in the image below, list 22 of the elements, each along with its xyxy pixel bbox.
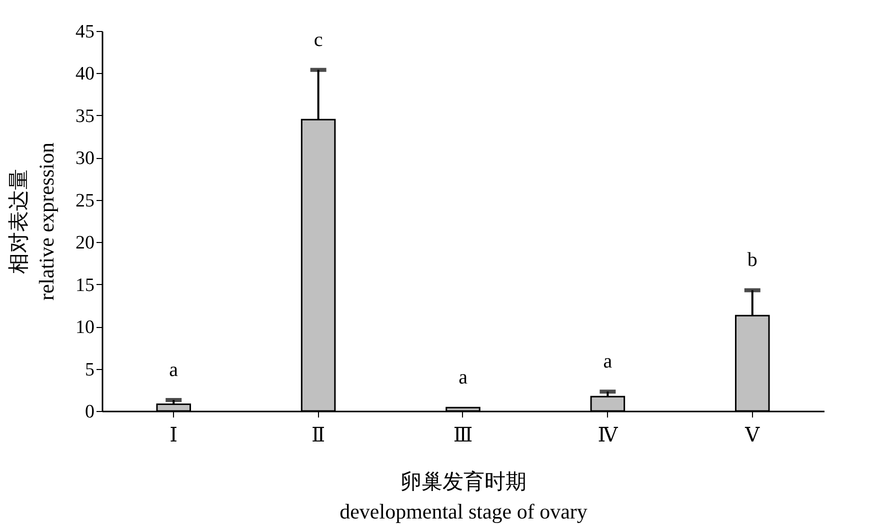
y-tick-label: 15 [76,274,94,296]
y-tick-label: 30 [76,148,94,170]
annotation: a [603,350,612,373]
x-axis-title: 卵巢发育时期 developmental stage of ovary [340,470,588,524]
annotation: a [458,366,468,389]
x-tick-label: Ⅱ [312,424,326,446]
annotation: c [314,28,323,51]
y-tick-label: 40 [76,64,94,85]
y-tick-label: 5 [85,359,94,380]
x-tick-label: Ⅴ [744,424,760,446]
annotation: b [747,249,758,272]
annotation: a [169,359,178,382]
y-tick-label: 20 [76,232,94,254]
y-tick-label: 35 [76,106,94,127]
y-tick-label: 0 [85,402,94,422]
x-tick-label: Ⅰ [170,424,178,446]
y-tick-label: 25 [76,190,94,212]
y-tick-label: 10 [76,317,94,338]
y-tick-label: 45 [76,22,94,42]
y-axis-title: 相对表达量 relative expression [6,142,58,301]
x-tick-label: Ⅲ [453,424,473,446]
x-tick-label: Ⅳ [598,424,619,446]
